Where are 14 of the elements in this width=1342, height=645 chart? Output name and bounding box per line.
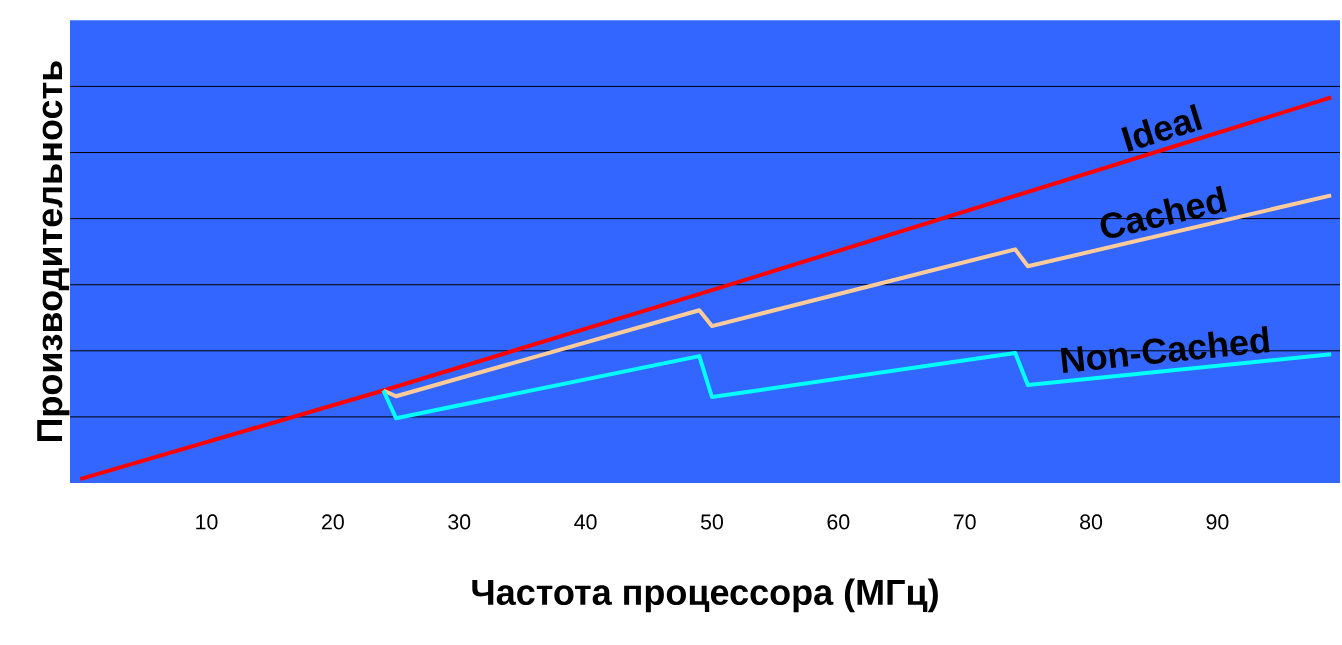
x-tick-label: 60 (827, 514, 850, 530)
x-axis-title: Частота процессора (МГц) (472, 578, 938, 613)
x-tick-label: 90 (1206, 514, 1229, 530)
y-axis-title: Производительность (37, 61, 70, 442)
x-tick-label: 40 (574, 514, 597, 530)
x-tick-label: 80 (1080, 514, 1103, 530)
x-tick-label: 10 (196, 514, 218, 530)
x-tick-label: 30 (448, 514, 471, 530)
text: Ideal (1121, 103, 1203, 152)
x-tick-label: 70 (953, 514, 976, 530)
x-tick-label: 50 (700, 514, 723, 530)
text: Cached (1100, 185, 1227, 238)
x-tick-label: 20 (322, 514, 344, 530)
text: Non-Cached (1060, 326, 1270, 373)
